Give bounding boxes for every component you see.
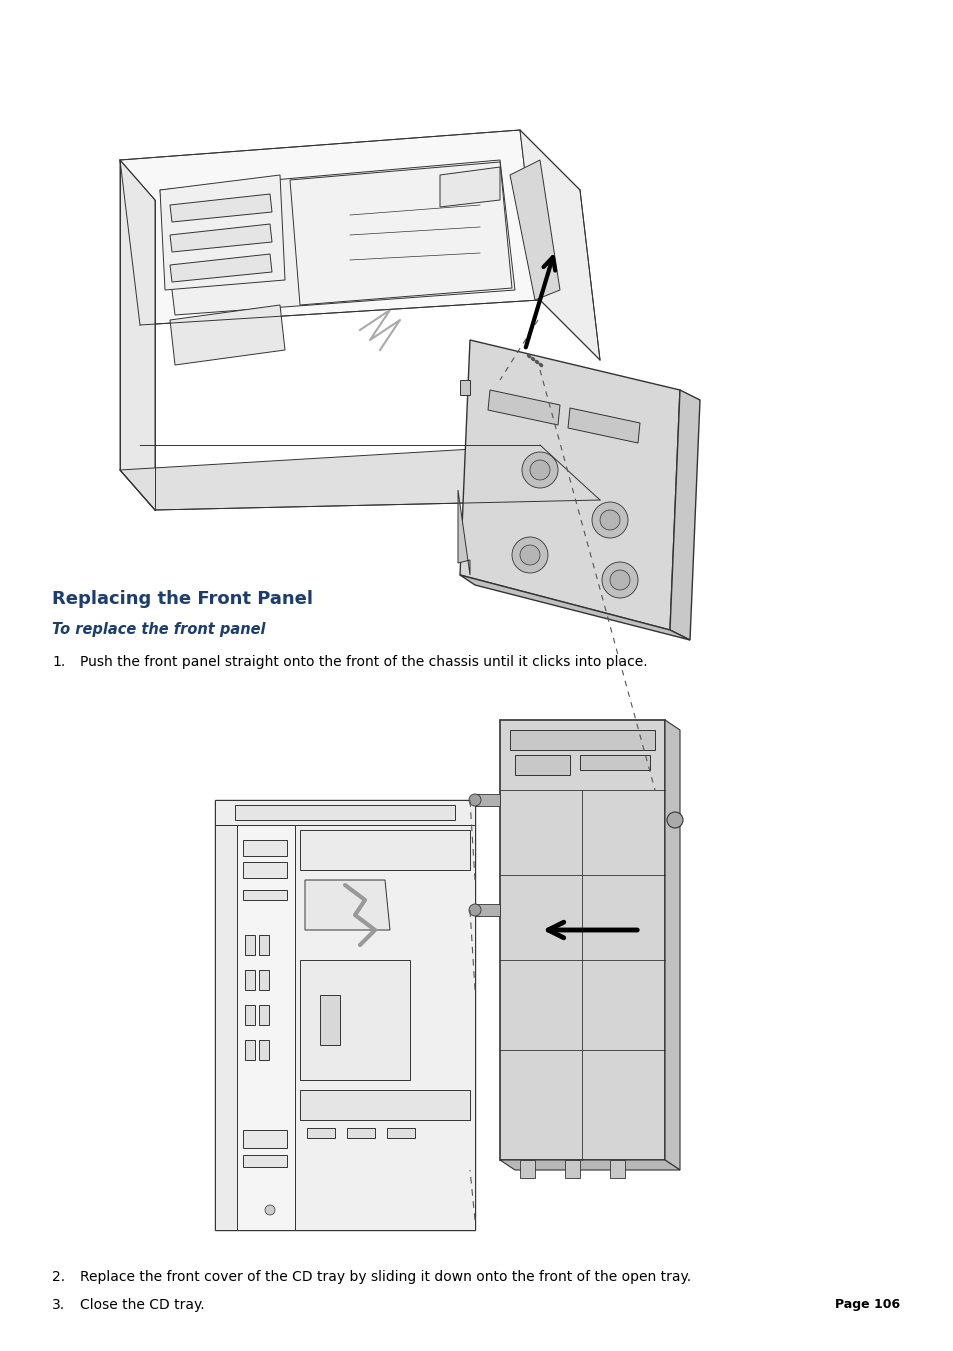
Polygon shape — [290, 162, 512, 305]
Polygon shape — [475, 904, 499, 916]
Polygon shape — [457, 490, 470, 576]
FancyBboxPatch shape — [258, 935, 269, 955]
FancyBboxPatch shape — [245, 1005, 254, 1025]
Polygon shape — [459, 576, 689, 640]
Text: Push the front panel straight onto the front of the chassis until it clicks into: Push the front panel straight onto the f… — [80, 655, 647, 669]
Polygon shape — [160, 176, 285, 290]
FancyBboxPatch shape — [519, 1161, 535, 1178]
Polygon shape — [510, 159, 559, 300]
FancyBboxPatch shape — [243, 1129, 287, 1148]
Text: 3.: 3. — [52, 1298, 65, 1312]
Polygon shape — [459, 340, 679, 630]
FancyBboxPatch shape — [564, 1161, 579, 1178]
Polygon shape — [170, 305, 285, 365]
FancyBboxPatch shape — [510, 730, 655, 750]
FancyBboxPatch shape — [387, 1128, 415, 1138]
FancyBboxPatch shape — [234, 805, 455, 820]
Circle shape — [592, 503, 627, 538]
Circle shape — [519, 544, 539, 565]
FancyBboxPatch shape — [243, 890, 287, 900]
FancyBboxPatch shape — [243, 840, 287, 857]
FancyBboxPatch shape — [245, 1040, 254, 1061]
FancyBboxPatch shape — [299, 961, 410, 1079]
Polygon shape — [664, 720, 679, 1170]
Text: 2.: 2. — [52, 1270, 65, 1283]
FancyBboxPatch shape — [245, 970, 254, 990]
Text: Page 106: Page 106 — [834, 1298, 899, 1310]
Polygon shape — [214, 800, 475, 825]
FancyBboxPatch shape — [609, 1161, 624, 1178]
Polygon shape — [170, 224, 272, 253]
Polygon shape — [120, 130, 539, 326]
Polygon shape — [319, 994, 339, 1046]
FancyBboxPatch shape — [214, 800, 475, 1229]
FancyBboxPatch shape — [236, 825, 294, 1229]
Text: Replacing the Front Panel: Replacing the Front Panel — [52, 590, 313, 608]
Polygon shape — [120, 444, 599, 509]
Polygon shape — [459, 380, 470, 394]
Circle shape — [469, 904, 480, 916]
Polygon shape — [120, 159, 154, 509]
Polygon shape — [499, 1161, 679, 1170]
Circle shape — [609, 570, 629, 590]
Circle shape — [666, 812, 682, 828]
Text: Close the CD tray.: Close the CD tray. — [80, 1298, 204, 1312]
Polygon shape — [305, 880, 390, 929]
Polygon shape — [170, 195, 272, 222]
Text: 1.: 1. — [52, 655, 65, 669]
Polygon shape — [488, 390, 559, 426]
FancyBboxPatch shape — [245, 935, 254, 955]
FancyBboxPatch shape — [499, 720, 664, 1161]
FancyBboxPatch shape — [307, 1128, 335, 1138]
Polygon shape — [567, 408, 639, 443]
Circle shape — [521, 453, 558, 488]
FancyBboxPatch shape — [258, 970, 269, 990]
Polygon shape — [669, 390, 700, 640]
Circle shape — [265, 1205, 274, 1215]
FancyBboxPatch shape — [299, 1090, 470, 1120]
Text: To replace the front panel: To replace the front panel — [52, 621, 265, 638]
Text: Replace the front cover of the CD tray by sliding it down onto the front of the : Replace the front cover of the CD tray b… — [80, 1270, 690, 1283]
FancyBboxPatch shape — [299, 830, 470, 870]
FancyBboxPatch shape — [243, 862, 287, 878]
Polygon shape — [160, 159, 515, 315]
Circle shape — [601, 562, 638, 598]
FancyBboxPatch shape — [258, 1005, 269, 1025]
Polygon shape — [475, 794, 499, 807]
Circle shape — [599, 509, 619, 530]
Circle shape — [512, 536, 547, 573]
FancyBboxPatch shape — [214, 825, 236, 1229]
FancyBboxPatch shape — [294, 825, 475, 1229]
FancyBboxPatch shape — [515, 755, 569, 775]
FancyBboxPatch shape — [243, 1155, 287, 1167]
Circle shape — [469, 794, 480, 807]
FancyBboxPatch shape — [347, 1128, 375, 1138]
Polygon shape — [170, 254, 272, 282]
FancyBboxPatch shape — [579, 755, 649, 770]
FancyBboxPatch shape — [258, 1040, 269, 1061]
Polygon shape — [439, 168, 499, 207]
Polygon shape — [519, 130, 599, 359]
Circle shape — [530, 459, 550, 480]
